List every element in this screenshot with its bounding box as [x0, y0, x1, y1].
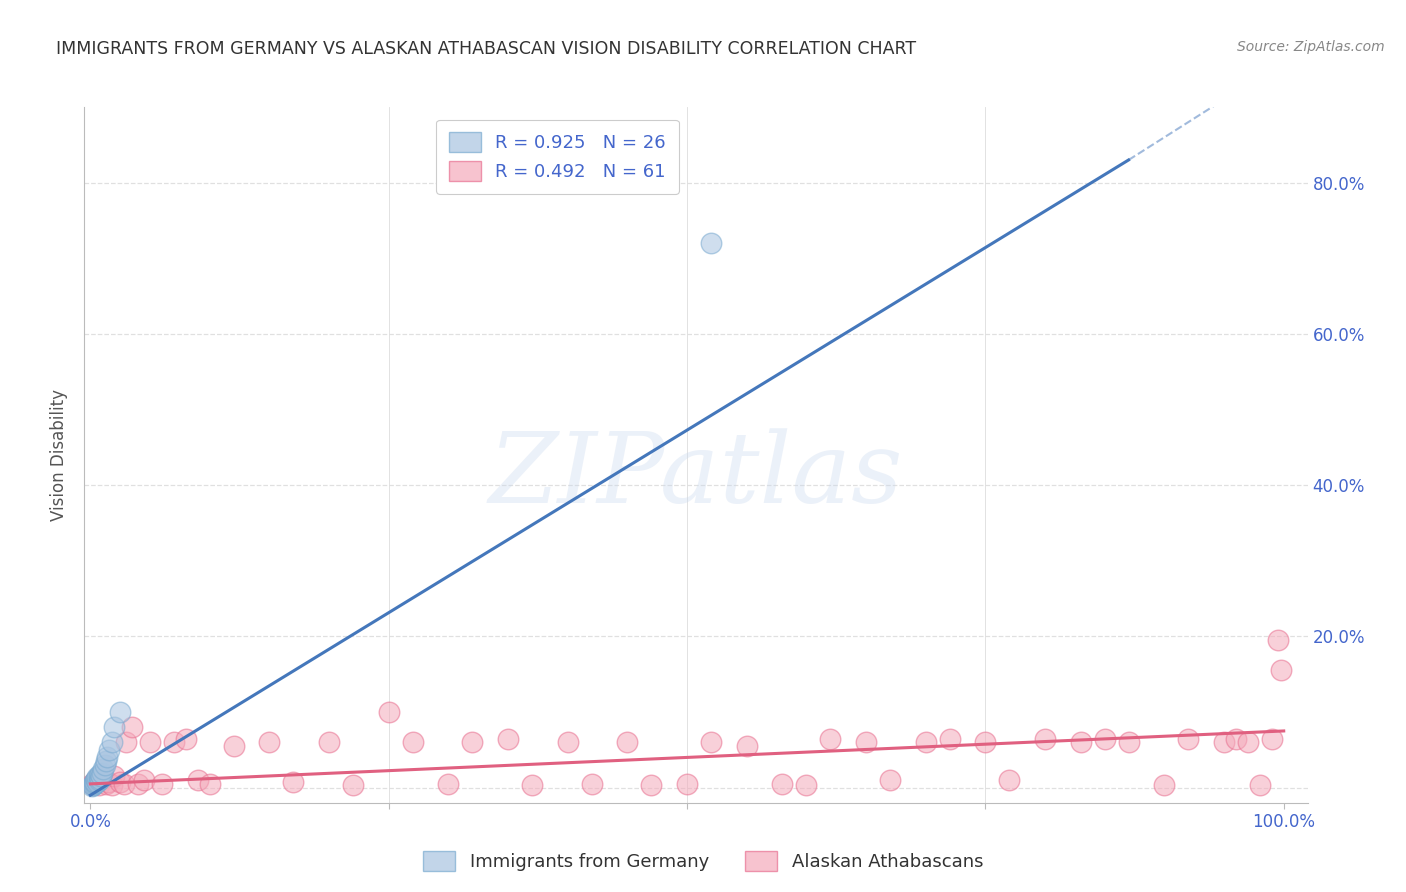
Point — [83, 775, 105, 789]
Point — [855, 735, 877, 749]
Point — [796, 778, 818, 793]
Point — [461, 735, 484, 749]
Point — [82, 778, 104, 792]
Point — [1177, 731, 1199, 746]
Point — [115, 735, 138, 749]
Point — [139, 735, 162, 749]
Point — [879, 773, 901, 788]
Point — [97, 774, 120, 789]
Point — [520, 778, 543, 793]
Point — [87, 773, 110, 788]
Y-axis label: Vision Disability: Vision Disability — [51, 389, 69, 521]
Point — [83, 774, 105, 789]
Point — [84, 772, 107, 786]
Point — [90, 769, 112, 783]
Point — [187, 773, 209, 788]
Point — [437, 777, 460, 791]
Point — [108, 705, 131, 719]
Point — [676, 777, 699, 791]
Point — [1070, 735, 1092, 749]
Point — [283, 774, 305, 789]
Point — [1153, 778, 1175, 793]
Point — [259, 735, 281, 749]
Point — [83, 777, 105, 791]
Point — [132, 773, 155, 788]
Point — [87, 778, 110, 793]
Point — [222, 739, 245, 753]
Point — [86, 774, 108, 789]
Point — [998, 773, 1021, 788]
Point — [938, 731, 960, 746]
Point — [80, 779, 103, 793]
Point — [174, 731, 197, 746]
Point — [1033, 731, 1056, 746]
Text: Source: ZipAtlas.com: Source: ZipAtlas.com — [1237, 40, 1385, 54]
Text: ZIPatlas: ZIPatlas — [489, 428, 903, 524]
Point — [101, 735, 124, 749]
Legend: R = 0.925   N = 26, R = 0.492   N = 61: R = 0.925 N = 26, R = 0.492 N = 61 — [436, 120, 679, 194]
Point — [1118, 735, 1140, 749]
Point — [84, 773, 107, 788]
Point — [127, 777, 149, 791]
Point — [735, 739, 758, 753]
Point — [318, 735, 340, 749]
Point — [557, 735, 579, 749]
Point — [342, 778, 364, 793]
Point — [94, 777, 117, 791]
Point — [121, 720, 143, 734]
Legend: Immigrants from Germany, Alaskan Athabascans: Immigrants from Germany, Alaskan Athabas… — [415, 844, 991, 879]
Point — [93, 762, 115, 776]
Point — [89, 767, 111, 781]
Point — [82, 778, 104, 793]
Point — [581, 777, 603, 791]
Point — [98, 743, 121, 757]
Point — [93, 758, 115, 772]
Point — [914, 735, 936, 749]
Point — [84, 776, 107, 790]
Point — [84, 774, 107, 789]
Point — [108, 774, 131, 789]
Point — [1267, 633, 1289, 648]
Point — [94, 754, 117, 768]
Point — [91, 772, 114, 786]
Point — [1261, 731, 1284, 746]
Point — [1249, 778, 1271, 793]
Point — [1237, 735, 1260, 749]
Point — [84, 773, 107, 788]
Point — [198, 777, 221, 791]
Point — [103, 769, 125, 783]
Point — [1225, 731, 1247, 746]
Point — [86, 770, 108, 784]
Point — [112, 777, 135, 791]
Point — [163, 735, 186, 749]
Text: IMMIGRANTS FROM GERMANY VS ALASKAN ATHABASCAN VISION DISABILITY CORRELATION CHAR: IMMIGRANTS FROM GERMANY VS ALASKAN ATHAB… — [56, 40, 917, 58]
Point — [496, 731, 519, 746]
Point — [772, 777, 794, 791]
Point — [89, 772, 111, 786]
Point — [103, 720, 125, 734]
Point — [96, 750, 118, 764]
Point — [974, 735, 997, 749]
Point — [640, 778, 662, 793]
Point — [377, 705, 399, 719]
Point — [1213, 735, 1236, 749]
Point — [700, 236, 723, 251]
Point — [91, 765, 114, 780]
Point — [1094, 731, 1116, 746]
Point — [87, 768, 110, 782]
Point — [700, 735, 723, 749]
Point — [80, 777, 103, 791]
Point — [150, 777, 173, 791]
Point — [101, 778, 124, 793]
Point — [818, 731, 841, 746]
Point — [1270, 664, 1292, 678]
Point — [401, 735, 423, 749]
Point — [616, 735, 638, 749]
